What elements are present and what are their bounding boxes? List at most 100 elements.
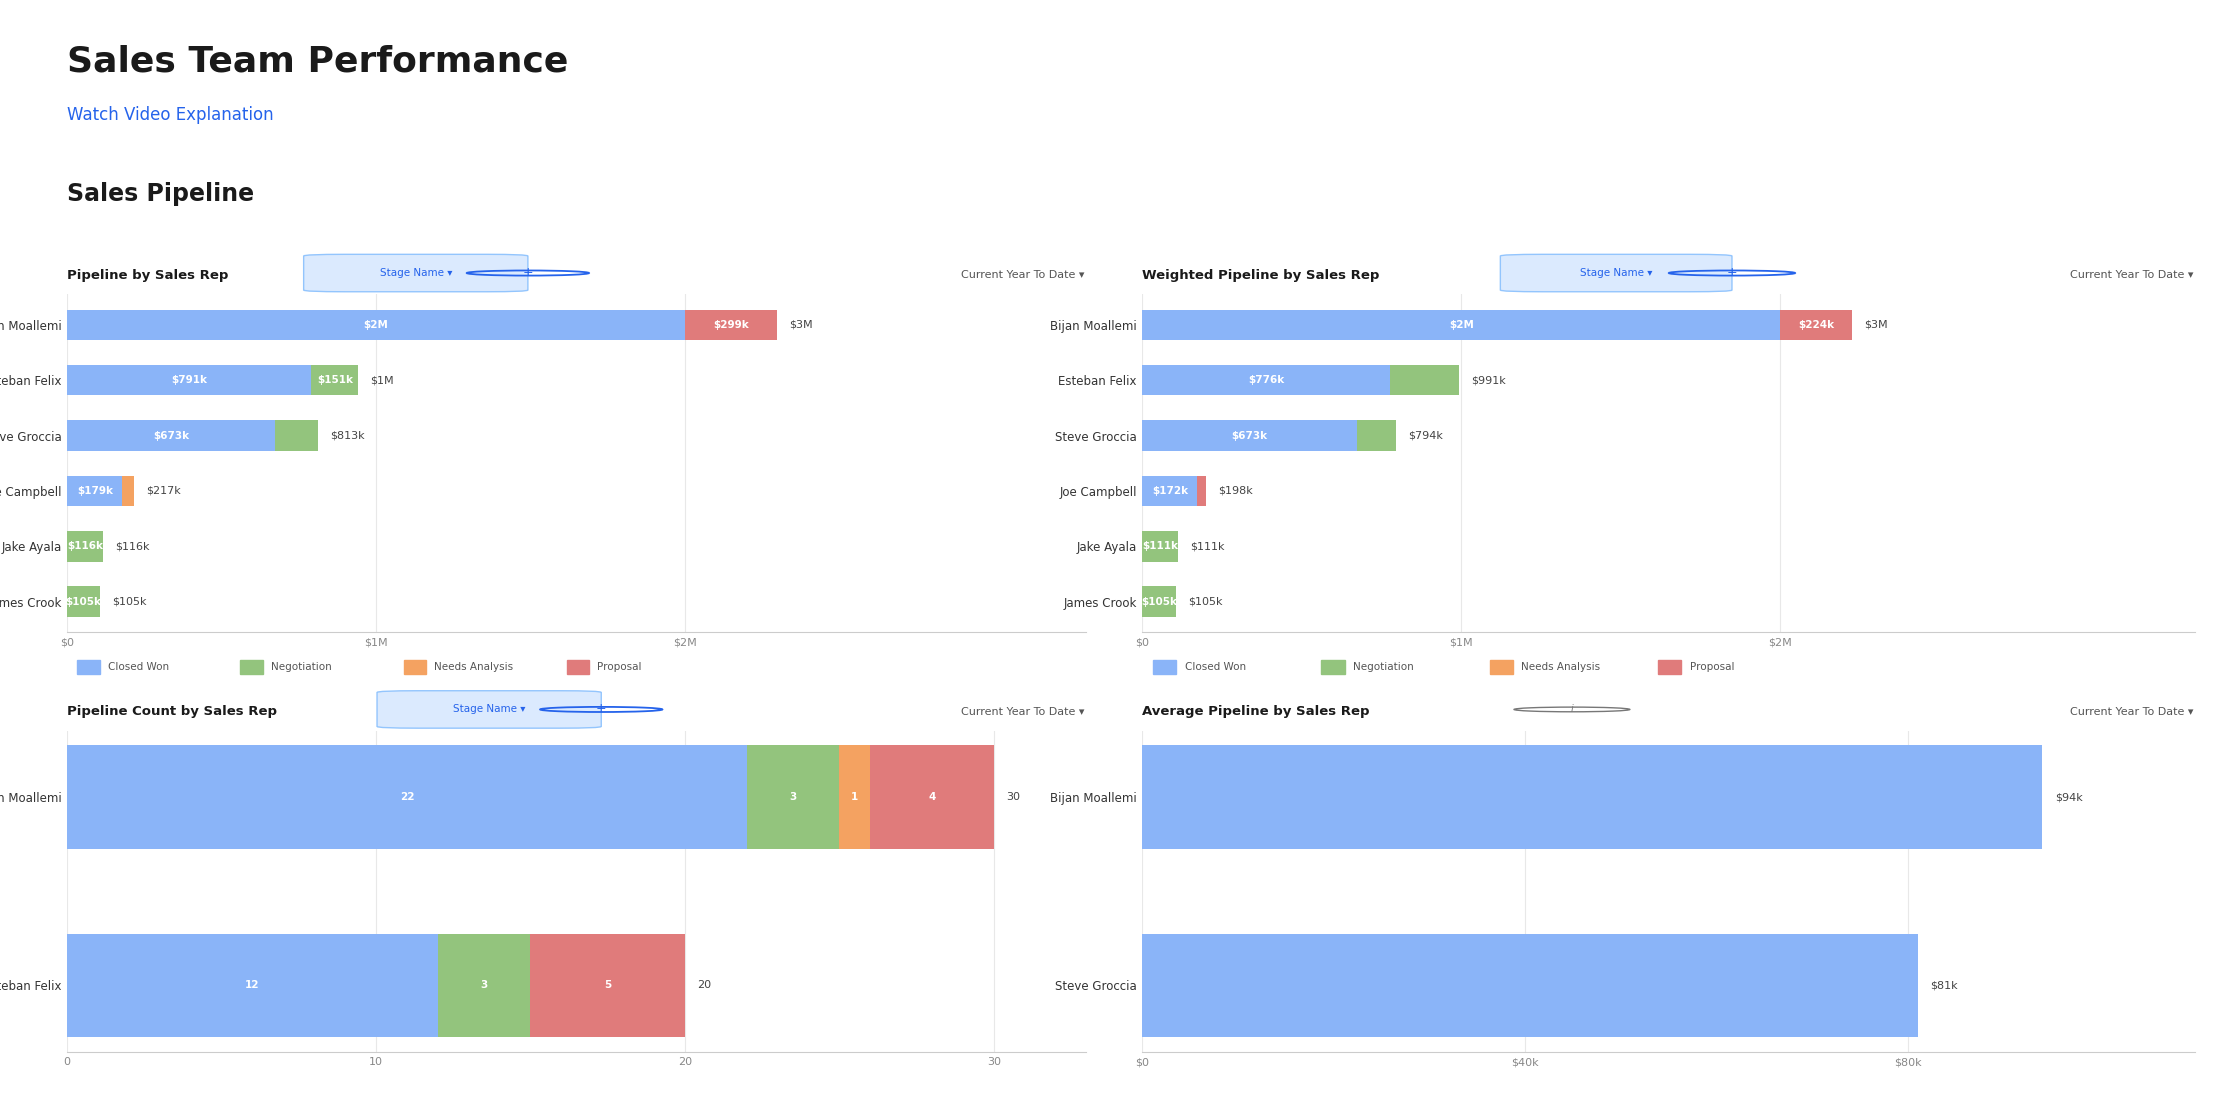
FancyBboxPatch shape [376,690,600,728]
Text: 1: 1 [851,792,858,802]
Text: +: + [1727,265,1738,279]
Bar [403,660,426,674]
Text: Current Year To Date ▾: Current Year To Date ▾ [2070,706,2193,716]
Text: Pipeline by Sales Rep: Pipeline by Sales Rep [67,269,228,282]
Bar [869,745,995,849]
Text: Stage Name ▾: Stage Name ▾ [452,705,526,714]
Bar [1142,476,1196,506]
Bar [67,310,685,340]
Text: Needs Analysis: Needs Analysis [435,662,513,671]
Bar [840,745,869,849]
Text: $791k: $791k [170,375,208,385]
Text: $111k: $111k [1142,542,1178,552]
Text: Pipeline Count by Sales Rep: Pipeline Count by Sales Rep [67,705,278,718]
Text: Negotiation: Negotiation [271,662,332,671]
Text: $105k: $105k [1189,596,1223,606]
Text: $794k: $794k [1409,431,1443,441]
Bar [311,365,358,395]
Bar [1391,365,1458,395]
Bar [240,660,262,674]
Text: Negotiation: Negotiation [1353,662,1413,671]
Text: $172k: $172k [1151,486,1187,496]
Text: $198k: $198k [1219,486,1252,496]
Text: $673k: $673k [1232,431,1268,441]
Text: 3: 3 [482,980,488,990]
Text: 22: 22 [399,792,414,802]
Text: 20: 20 [697,980,712,990]
Text: $991k: $991k [1472,375,1505,385]
Bar [685,310,777,340]
Text: +: + [522,265,533,279]
FancyBboxPatch shape [305,254,529,292]
Text: Proposal: Proposal [598,662,641,671]
Bar [276,421,318,451]
Text: $2M: $2M [363,320,388,330]
Text: Current Year To Date ▾: Current Year To Date ▾ [961,706,1084,716]
Text: 3: 3 [788,792,797,802]
Bar [67,476,123,506]
Text: $105k: $105k [112,596,146,606]
Text: $217k: $217k [146,486,181,496]
Text: $179k: $179k [76,486,112,496]
Bar [1142,586,1176,617]
Bar [67,365,311,395]
Bar [123,476,134,506]
Text: $776k: $776k [1248,375,1284,385]
Text: Sales Pipeline: Sales Pipeline [67,182,255,206]
Bar [1142,421,1357,451]
Text: 30: 30 [1006,792,1019,802]
Bar [746,745,840,849]
Bar [567,660,589,674]
Text: Proposal: Proposal [1689,662,1734,671]
Text: $299k: $299k [712,320,748,330]
Text: Weighted Pipeline by Sales Rep: Weighted Pipeline by Sales Rep [1142,269,1380,282]
Bar [437,933,531,1037]
Bar [67,532,103,562]
Bar [67,586,99,617]
Text: 4: 4 [927,792,936,802]
Text: $116k: $116k [67,542,103,552]
Text: $813k: $813k [332,431,365,441]
Text: $673k: $673k [152,431,188,441]
Text: $3M: $3M [788,320,813,330]
Text: $224k: $224k [1799,320,1835,330]
Text: $94k: $94k [2054,792,2083,802]
Text: Closed Won: Closed Won [108,662,168,671]
Text: Closed Won: Closed Won [1185,662,1245,671]
Bar [1322,660,1344,674]
Bar [1658,660,1682,674]
Text: Stage Name ▾: Stage Name ▾ [1579,269,1653,278]
Text: $105k: $105k [65,596,101,606]
Bar [1196,476,1205,506]
Bar [1357,421,1396,451]
Bar [1142,933,1917,1037]
Bar [67,933,437,1037]
Bar [1490,660,1512,674]
Text: Current Year To Date ▾: Current Year To Date ▾ [2070,270,2193,280]
Text: $116k: $116k [114,542,150,552]
Text: Current Year To Date ▾: Current Year To Date ▾ [961,270,1084,280]
Bar [1154,660,1176,674]
Text: Watch Video Explanation: Watch Video Explanation [67,106,273,124]
FancyBboxPatch shape [1501,254,1732,292]
Text: $105k: $105k [1140,596,1178,606]
Bar [1142,310,1781,340]
Bar [67,421,276,451]
Bar [1781,310,1852,340]
Text: Sales Team Performance: Sales Team Performance [67,45,569,78]
Text: i: i [1570,704,1572,714]
Text: $111k: $111k [1189,542,1225,552]
Bar [67,745,746,849]
Bar [531,933,685,1037]
Text: +: + [596,702,607,715]
Bar [1142,745,2043,849]
Text: 5: 5 [605,980,612,990]
Text: $1M: $1M [370,375,394,385]
Bar [1142,365,1391,395]
Bar [78,660,101,674]
Text: Needs Analysis: Needs Analysis [1521,662,1602,671]
Text: Average Pipeline by Sales Rep: Average Pipeline by Sales Rep [1142,705,1371,718]
Text: $2M: $2M [1449,320,1474,330]
Text: $151k: $151k [316,375,354,385]
Text: $81k: $81k [1931,980,1958,990]
